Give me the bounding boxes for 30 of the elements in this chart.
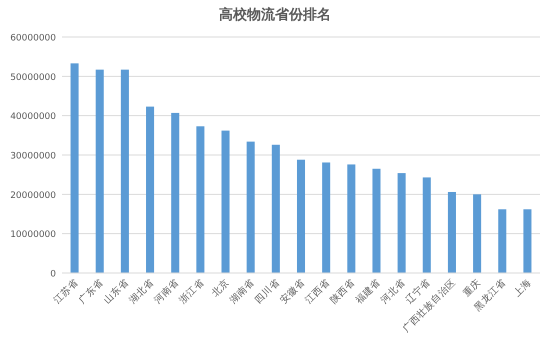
bar <box>523 209 532 273</box>
bar <box>120 70 129 273</box>
bar <box>398 173 406 273</box>
bar <box>171 112 180 273</box>
y-tick-label: 20000000 <box>10 190 56 201</box>
bar <box>422 177 431 273</box>
chart-title: 高校物流省份排名 <box>219 6 331 23</box>
y-tick-label: 10000000 <box>10 230 56 240</box>
y-tick-label: 0 <box>50 270 56 280</box>
x-tick-label: 重庆 <box>460 276 484 300</box>
bar <box>222 130 230 273</box>
bar <box>96 70 104 273</box>
bar <box>146 106 154 273</box>
bar <box>296 160 306 273</box>
y-tick-label: 30000000 <box>10 152 56 162</box>
x-tick-label: 上海 <box>510 276 534 300</box>
bar <box>196 126 204 273</box>
x-tick-label: 浙江省 <box>176 276 206 306</box>
bar <box>70 63 79 273</box>
bar <box>372 168 380 273</box>
bar <box>498 209 506 273</box>
bar <box>473 194 482 273</box>
bar <box>246 142 255 273</box>
bar <box>272 144 280 273</box>
bar <box>322 162 330 273</box>
bar <box>448 192 456 273</box>
y-tick-label: 40000000 <box>10 112 56 122</box>
y-tick-label: 60000000 <box>10 34 56 44</box>
y-tick-label: 50000000 <box>10 72 56 83</box>
bar <box>347 164 356 273</box>
